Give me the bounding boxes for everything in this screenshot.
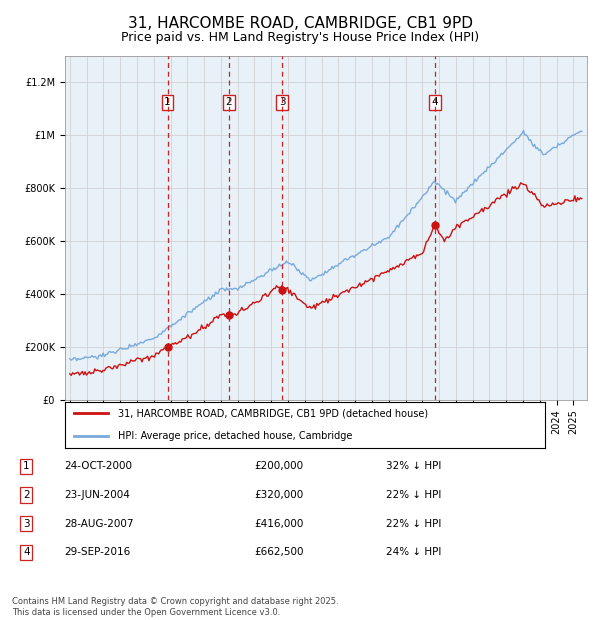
Text: 1: 1 — [23, 461, 30, 471]
Text: 22% ↓ HPI: 22% ↓ HPI — [386, 490, 442, 500]
Text: 23-JUN-2004: 23-JUN-2004 — [64, 490, 130, 500]
Text: 31, HARCOMBE ROAD, CAMBRIDGE, CB1 9PD (detached house): 31, HARCOMBE ROAD, CAMBRIDGE, CB1 9PD (d… — [118, 409, 428, 419]
Text: 22% ↓ HPI: 22% ↓ HPI — [386, 519, 442, 529]
Text: HPI: Average price, detached house, Cambridge: HPI: Average price, detached house, Camb… — [118, 431, 352, 441]
Text: Price paid vs. HM Land Registry's House Price Index (HPI): Price paid vs. HM Land Registry's House … — [121, 31, 479, 44]
Text: Contains HM Land Registry data © Crown copyright and database right 2025.
This d: Contains HM Land Registry data © Crown c… — [12, 598, 338, 617]
Text: £416,000: £416,000 — [254, 519, 303, 529]
Text: 32% ↓ HPI: 32% ↓ HPI — [386, 461, 442, 471]
Text: 4: 4 — [431, 97, 438, 107]
Text: 31, HARCOMBE ROAD, CAMBRIDGE, CB1 9PD: 31, HARCOMBE ROAD, CAMBRIDGE, CB1 9PD — [128, 16, 473, 30]
Text: 1: 1 — [164, 97, 171, 107]
Text: 24% ↓ HPI: 24% ↓ HPI — [386, 547, 442, 557]
Text: £662,500: £662,500 — [254, 547, 304, 557]
Text: £200,000: £200,000 — [254, 461, 303, 471]
Text: 24-OCT-2000: 24-OCT-2000 — [64, 461, 132, 471]
Text: 28-AUG-2007: 28-AUG-2007 — [64, 519, 133, 529]
Text: £320,000: £320,000 — [254, 490, 303, 500]
Text: 3: 3 — [279, 97, 286, 107]
Text: 3: 3 — [23, 519, 30, 529]
Text: 4: 4 — [23, 547, 30, 557]
Text: 2: 2 — [226, 97, 232, 107]
Text: 2: 2 — [23, 490, 30, 500]
Text: 29-SEP-2016: 29-SEP-2016 — [64, 547, 130, 557]
